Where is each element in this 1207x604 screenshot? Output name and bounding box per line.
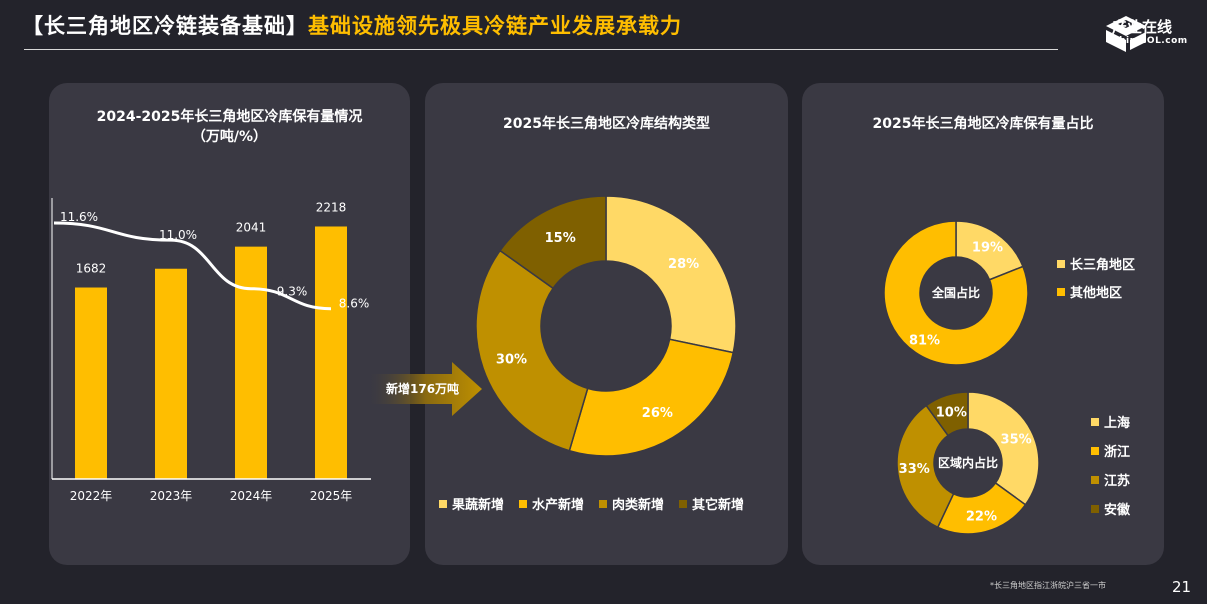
footnote: *长三角地区指江浙皖沪三省一市 (990, 581, 1106, 590)
structure-legend-label-0: 果蔬新增 (451, 497, 504, 513)
bar-0 (75, 287, 107, 479)
regional-share-legend-label-2: 江苏 (1104, 473, 1130, 489)
structure-slice-label-2: 30% (496, 353, 527, 368)
line-value-label-2: 9.3% (277, 285, 308, 299)
national-share-slice-label-1: 81% (909, 333, 940, 348)
structure-donut-chart: 28% 26% 30% 15% 果蔬新增 水产新增 肉类新增 其它新增 (439, 195, 744, 513)
structure-slice-label-3: 15% (545, 231, 576, 246)
bar-value-label-2: 2041 (236, 221, 267, 235)
page-number: 21 (1172, 578, 1192, 596)
regional-share-slice-0 (967, 391, 1040, 506)
x-tick-label-2: 2024年 (230, 489, 273, 503)
bar-3 (315, 226, 347, 479)
bar-2 (235, 246, 267, 479)
page-title: 【长三角地区冷链装备基础】基础设施领先极具冷链产业发展承载力 (22, 10, 682, 40)
regional-share-legend-swatch-2 (1091, 476, 1099, 484)
page-title-bracket: 【长三角地区冷链装备基础】 (22, 14, 308, 38)
line-value-label-0: 11.6% (60, 210, 98, 224)
structure-legend-label-2: 肉类新增 (612, 497, 664, 513)
panel-share: 2025年长三角地区冷库保有量占比 19% 81% 全国占比 长三角地区其他地区 35%… (802, 83, 1164, 565)
bar-line-chart: 1682 2022年 2023年 2041 2024年 2218 2025年 11.6% 11.… (51, 198, 371, 503)
regional-share-legend-swatch-3 (1091, 505, 1099, 513)
x-tick-label-0: 2022年 (70, 489, 113, 503)
panel-structure: 2025年长三角地区冷库结构类型 28% 26% 30% 15% 果蔬新增 水产新增 肉类新… (425, 83, 788, 565)
regional-share-center-label: 区域内占比 (938, 455, 998, 470)
regional-share-legend-label-3: 安徽 (1104, 502, 1131, 518)
national-share-slice-1 (883, 220, 1029, 366)
regional-share-legend-label-1: 浙江 (1104, 444, 1130, 460)
national-share-legend-swatch-0 (1057, 260, 1065, 268)
structure-slice-3 (499, 195, 607, 290)
chart2-title: 2025年长三角地区冷库结构类型 (503, 116, 710, 132)
structure-legend-label-1: 水产新增 (532, 497, 584, 513)
bar-value-label-3: 2218 (316, 200, 347, 214)
chart3-title: 2025年长三角地区冷库保有量占比 (872, 116, 1094, 132)
page-title-main: 基础设施领先极具冷链产业发展承载力 (308, 14, 682, 38)
structure-slice-0 (605, 195, 737, 354)
chart1-title: 2024-2025年长三角地区冷库保有量情况 (96, 109, 363, 125)
logo-subtext: ChinaIOL.com (1112, 36, 1188, 46)
x-tick-label-1: 2023年 (150, 489, 193, 503)
national-share-center-label: 全国占比 (931, 285, 980, 300)
arrow-shape: 新增176万吨 (370, 362, 482, 416)
structure-slice-label-1: 26% (642, 406, 673, 421)
structure-slice-label-0: 28% (668, 257, 699, 272)
bar-value-label-0: 1682 (76, 262, 107, 276)
regional-share-slice-label-1: 22% (966, 509, 997, 524)
national-share-slice-label-0: 19% (972, 241, 1003, 256)
regional-share-legend-swatch-1 (1091, 447, 1099, 455)
national-share-legend-swatch-1 (1057, 288, 1065, 296)
regional-share-slice-label-3: 10% (936, 406, 967, 421)
structure-legend-label-3: 其它新增 (692, 497, 744, 513)
chart1-subtitle: （万吨/%） (191, 129, 268, 145)
bar-1 (155, 268, 187, 479)
structure-legend-swatch-3 (679, 500, 687, 508)
structure-legend-swatch-2 (599, 500, 607, 508)
title-divider (24, 49, 1058, 50)
regional-share-slice-2 (896, 404, 955, 529)
regional-share-slice-3 (925, 391, 969, 437)
regional-share-legend-swatch-0 (1091, 418, 1099, 426)
x-tick-label-3: 2025年 (310, 489, 353, 503)
regional-share-slice-label-2: 33% (899, 462, 930, 477)
chinaiol-logo-icon (1106, 16, 1146, 52)
structure-legend-swatch-1 (519, 500, 527, 508)
national-share-legend-label-0: 长三角地区 (1070, 257, 1135, 273)
growth-rate-line (53, 221, 332, 311)
panel-capacity: 2024-2025年长三角地区冷库保有量情况 （万吨/%） 1682 2022年 2… (49, 83, 410, 565)
logo-text: 产业在线 (1112, 18, 1173, 36)
national-share-legend-label-1: 其他地区 (1070, 285, 1122, 301)
arrow-label: 新增176万吨 (386, 381, 459, 396)
structure-slice-1 (568, 338, 735, 457)
regional-share-slice-label-0: 35% (1001, 432, 1032, 447)
regional-share-legend-label-0: 上海 (1104, 415, 1130, 431)
structure-legend-swatch-0 (439, 500, 447, 508)
line-value-label-3: 8.6% (339, 297, 370, 311)
structure-slice-2 (475, 249, 589, 452)
line-value-label-1: 11.0% (159, 228, 197, 242)
